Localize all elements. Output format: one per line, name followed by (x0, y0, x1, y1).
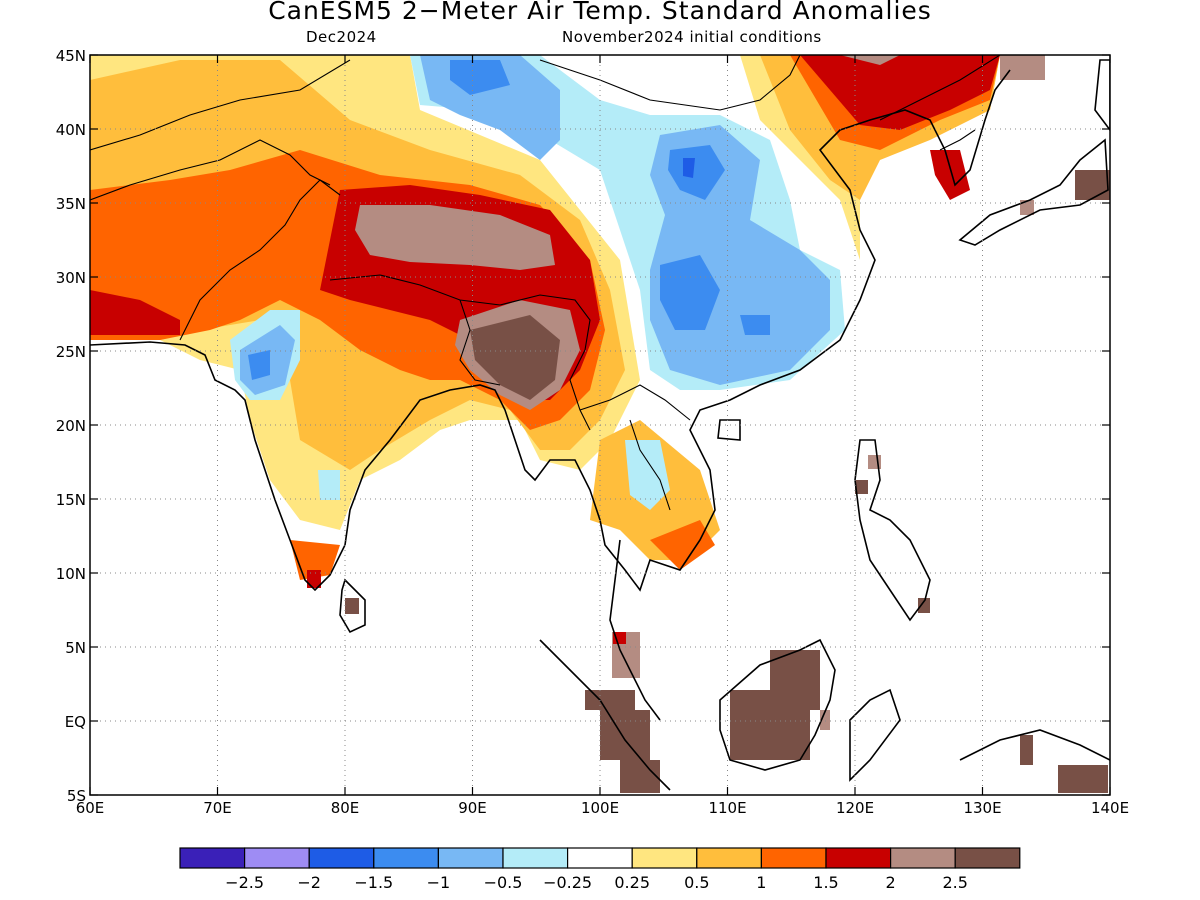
colorbar-swatch (308, 847, 375, 869)
anomaly-shading (90, 55, 1110, 793)
colorbar-label: −0.25 (543, 873, 592, 892)
lon-label: 110E (708, 799, 746, 817)
anomaly-field-cool (625, 440, 670, 510)
lat-label: 5S (67, 787, 86, 805)
anomaly-field-very-warm (90, 290, 180, 335)
colorbar (179, 847, 1021, 869)
colorbar-label: 0.25 (614, 873, 650, 892)
lon-label: 100E (581, 799, 619, 817)
latitude-labels: 45N 40N 35N 30N 25N 20N 15N 10N 5N EQ 5S (56, 47, 86, 805)
anomaly-field-very-cool (683, 158, 695, 178)
lat-label: 45N (56, 47, 86, 65)
forecast-month: Dec2024 (306, 28, 377, 46)
lon-label: 130E (963, 799, 1001, 817)
lat-label: 25N (56, 343, 86, 361)
country-borders (90, 55, 1001, 511)
anomaly-field-strong-cool (668, 145, 725, 200)
colorbar-swatch (179, 847, 246, 869)
anomaly-field-strong-cool (450, 60, 510, 95)
lat-label: 20N (56, 417, 86, 435)
colorbar-swatch (825, 847, 892, 869)
colorbar-swatch (244, 847, 310, 869)
lon-label: 60E (76, 799, 105, 817)
lon-label: 80E (331, 799, 360, 817)
lon-label: 140E (1091, 799, 1129, 817)
colorbar-swatch (954, 847, 1021, 869)
anomaly-field-very-warm (800, 55, 1000, 130)
colorbar-labels: −2.5 −2 −1.5 −1 −0.5 −0.25 0.25 0.5 1 1.5 2 2.5 (225, 873, 968, 892)
colorbar-swatch (502, 847, 569, 869)
lat-label: 40N (56, 121, 86, 139)
lon-label: 70E (203, 799, 232, 817)
lat-label: 10N (56, 565, 86, 583)
colorbar-swatch (437, 847, 504, 869)
lon-label: 120E (836, 799, 874, 817)
colorbar-label: 1.5 (813, 873, 838, 892)
anomaly-field-cool (318, 470, 340, 500)
colorbar-label: 1 (756, 873, 766, 892)
colorbar-swatch (760, 847, 827, 869)
colorbar-label: −2.5 (225, 873, 264, 892)
anomaly-field-strong-cool (740, 315, 770, 335)
initial-conditions: November2024 initial conditions (562, 28, 822, 46)
lon-label: 90E (458, 799, 487, 817)
anomaly-field-strong-warm (290, 540, 340, 580)
colorbar-label: 2.5 (942, 873, 967, 892)
axis-ticks (89, 54, 1111, 796)
colorbar-label: 2 (886, 873, 896, 892)
colorbar-swatch (696, 847, 762, 869)
colorbar-label: 0.5 (684, 873, 709, 892)
anomaly-field-extreme-warm (355, 205, 555, 270)
lat-label: 30N (56, 269, 86, 287)
lat-label: 35N (56, 195, 86, 213)
colorbar-label: −0.5 (484, 873, 523, 892)
grid-cells-rose (612, 55, 1045, 730)
gridlines (90, 55, 1110, 795)
colorbar-swatch (889, 847, 956, 869)
colorbar-swatch (631, 847, 698, 869)
lat-label: EQ (65, 713, 86, 731)
colorbar-label: −1.5 (354, 873, 393, 892)
anomaly-field-darkest-warm (470, 315, 560, 400)
colorbar-swatch (566, 847, 633, 869)
longitude-labels: 60E 70E 80E 90E 100E 110E 120E 130E 140E (76, 799, 1129, 817)
lat-label: 5N (65, 639, 86, 657)
colorbar-swatch (373, 847, 439, 869)
colorbar-label: −1 (427, 873, 451, 892)
map-title: CanESM5 2−Meter Air Temp. Standard Anoma… (268, 0, 932, 25)
anomaly-field-strong-cool (248, 350, 270, 380)
grid-cells-brown (345, 170, 1110, 793)
anomaly-field-very-warm (930, 150, 970, 200)
lat-label: 15N (56, 491, 86, 509)
colorbar-label: −2 (297, 873, 321, 892)
anomaly-field-strong-cool (660, 255, 720, 330)
anomaly-field-strong-warm (650, 520, 715, 570)
